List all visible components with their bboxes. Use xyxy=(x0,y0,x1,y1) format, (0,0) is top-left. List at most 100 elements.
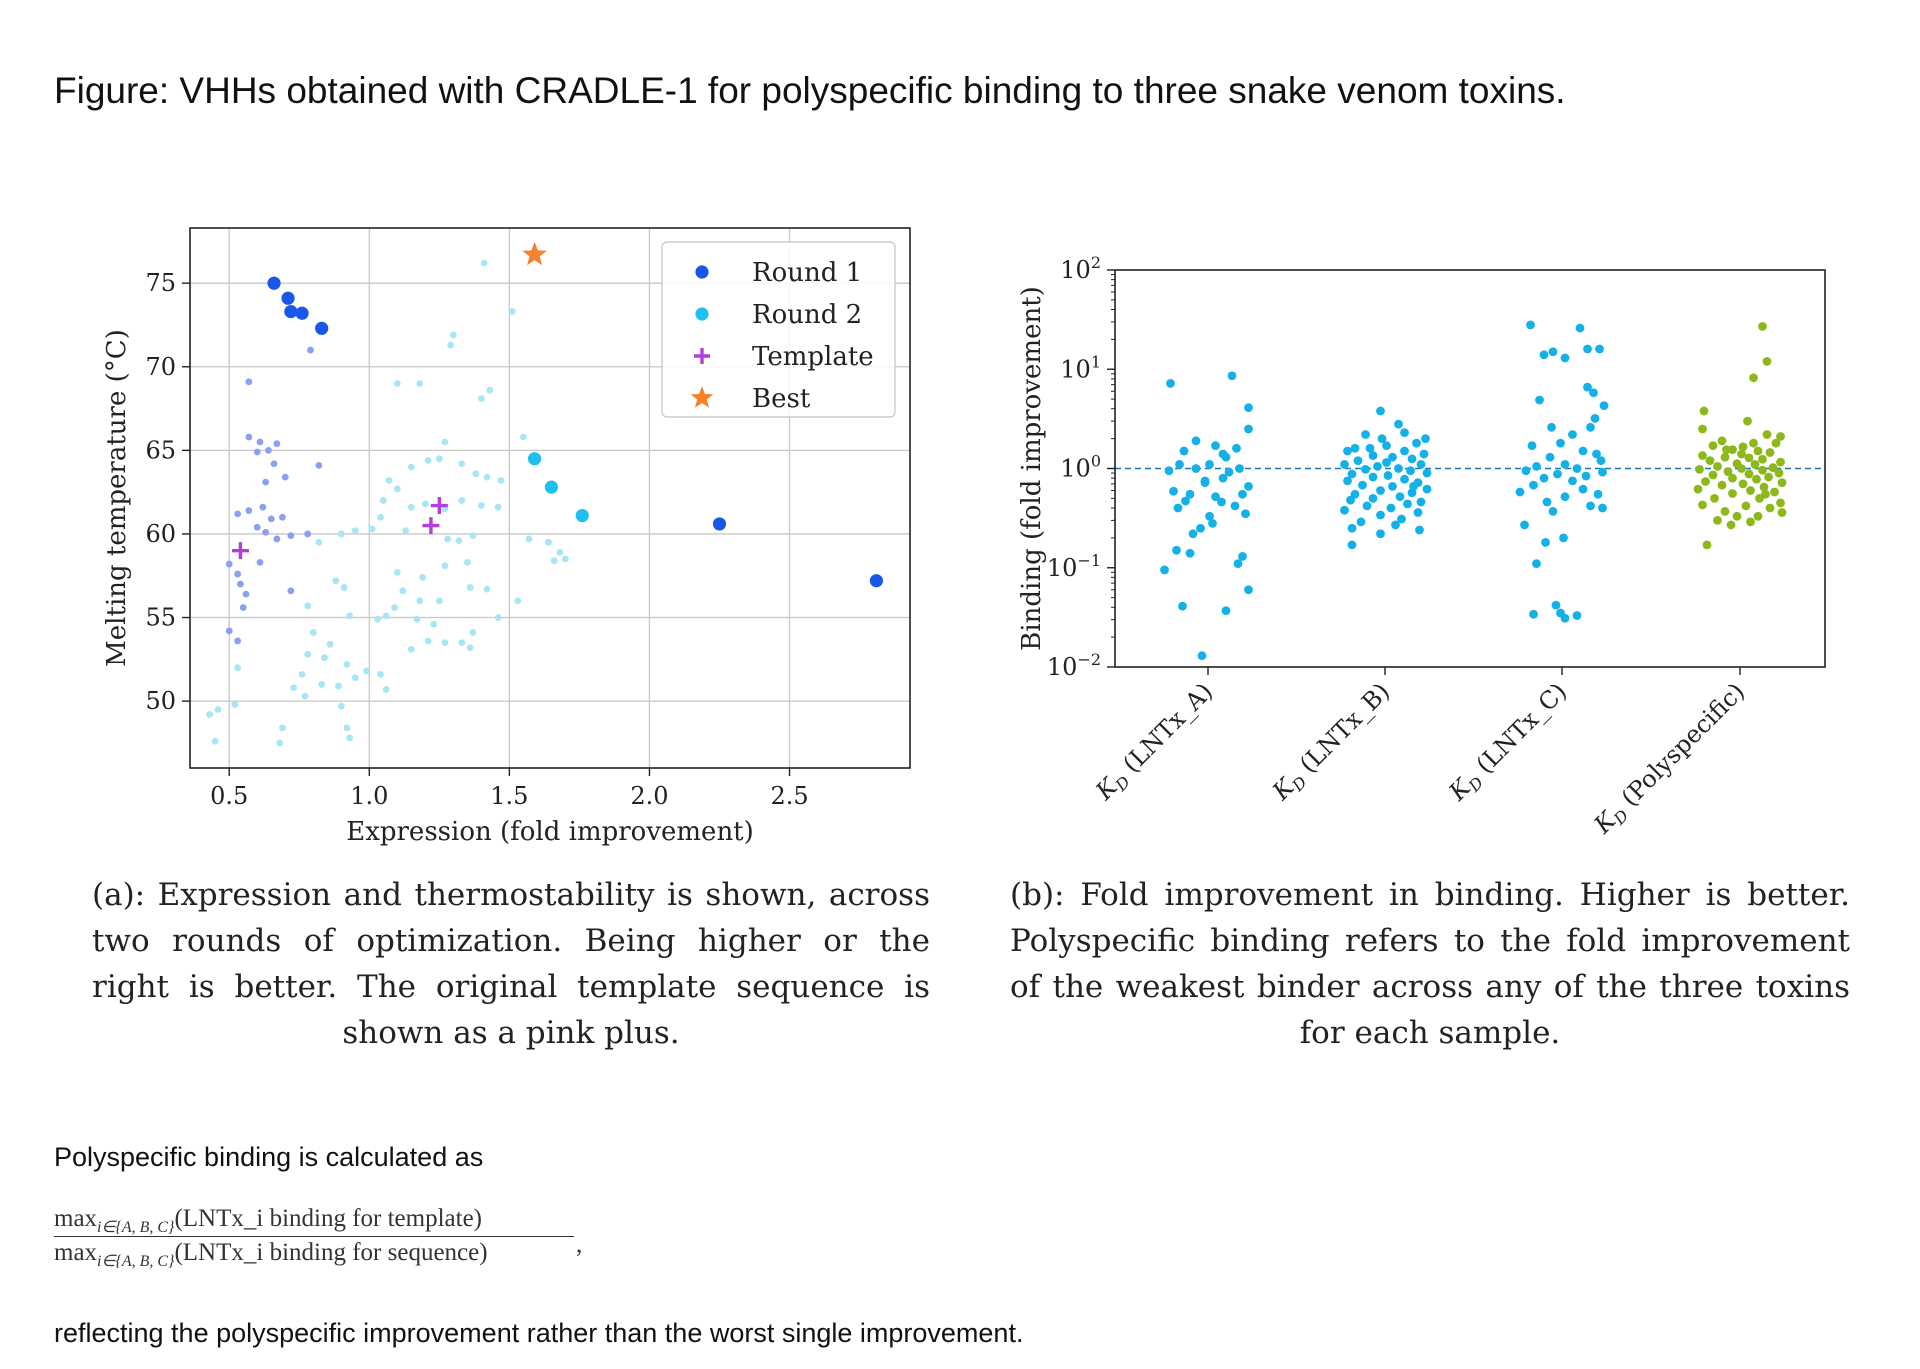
round2-other-point xyxy=(480,259,488,267)
round2-other-point xyxy=(298,670,306,678)
caption-line: two rounds of optimization. Being higher… xyxy=(92,923,930,959)
round2-other-point xyxy=(326,640,334,648)
round2-other-point xyxy=(374,615,382,623)
lntx-point xyxy=(1185,548,1195,558)
lntx-point xyxy=(1244,403,1253,413)
formula-numerator: maxi∈{A, B, C}(LNTx_i binding for templa… xyxy=(54,1205,574,1236)
lntx-point xyxy=(1593,489,1603,499)
round1-other-point xyxy=(234,510,242,518)
lntx-point xyxy=(1400,474,1409,484)
polyspecific-point xyxy=(1776,498,1785,508)
polyspecific-point xyxy=(1737,464,1746,473)
lntx-point xyxy=(1368,472,1378,482)
round2-other-point xyxy=(435,455,443,463)
polyspecific-point xyxy=(1749,373,1758,383)
round1-other-point xyxy=(237,580,244,588)
lntx-point xyxy=(1160,565,1169,575)
lntx-point xyxy=(1400,446,1409,456)
label-rest: (LNTx_C) xyxy=(1465,677,1572,784)
lntx-point xyxy=(1388,482,1397,491)
tick-exponent: 1 xyxy=(1091,352,1101,371)
lntx-point xyxy=(1191,464,1201,473)
lntx-point xyxy=(1340,505,1349,515)
polyspecific-point xyxy=(1738,442,1748,452)
polyspecific-point xyxy=(1726,520,1736,530)
tick-exponent: 0 xyxy=(1091,452,1101,471)
formula-outro: reflecting the polyspecific improvement … xyxy=(54,1318,1024,1348)
lntx-point xyxy=(1382,458,1391,467)
round1-other-point xyxy=(304,530,312,538)
lntx-point xyxy=(1547,422,1556,432)
legend-box xyxy=(661,241,896,418)
y-tick-label: 50 xyxy=(145,687,176,715)
round2-other-point xyxy=(486,386,494,394)
round2-other-point xyxy=(393,485,401,493)
round2-other-point xyxy=(525,535,533,543)
lntx-point xyxy=(1560,459,1570,469)
round1-other-point xyxy=(281,473,289,481)
polyspecific-point xyxy=(1764,472,1773,482)
lntx-point xyxy=(1416,459,1426,469)
round2-other-point xyxy=(556,548,564,556)
caption-a: (a): Expression and thermostability is s… xyxy=(92,872,930,1056)
legend-label: Round 2 xyxy=(752,300,862,330)
lntx-point xyxy=(1185,489,1195,499)
tick-exponent: −1 xyxy=(1077,551,1101,570)
data-points xyxy=(206,241,883,747)
round1-other-point xyxy=(259,503,267,511)
round2-other-point xyxy=(290,684,298,692)
polyspecific-point xyxy=(1746,486,1755,495)
lntx-point xyxy=(1173,503,1183,513)
round1-point xyxy=(315,321,329,335)
round1-point xyxy=(284,304,298,319)
round2-other-point xyxy=(419,574,426,581)
lntx-point xyxy=(1394,419,1403,429)
lntx-point xyxy=(1353,456,1363,466)
polyspecific-point xyxy=(1752,474,1761,484)
x-axis-label: Expression (fold improvement) xyxy=(346,817,754,847)
lntx-point xyxy=(1419,449,1429,459)
lntx-point xyxy=(1407,454,1417,464)
lntx-point xyxy=(1400,428,1409,437)
lntx-point xyxy=(1413,508,1423,517)
lntx-point xyxy=(1224,467,1234,477)
round1-other-point xyxy=(270,460,278,468)
round1-other-point xyxy=(234,637,242,645)
round1-other-point xyxy=(245,507,253,514)
polyspecific-point xyxy=(1738,479,1748,489)
lntx-point xyxy=(1526,320,1535,330)
round2-other-point xyxy=(494,503,502,511)
polyspecific-formula: maxi∈{A, B, C}(LNTx_i binding for templa… xyxy=(54,1205,582,1270)
round2-other-point xyxy=(402,527,410,535)
lntx-point xyxy=(1188,529,1198,539)
round2-other-point xyxy=(416,597,424,605)
round2-other-point xyxy=(545,538,552,546)
caption-line: right is better. The original template s… xyxy=(92,969,930,1005)
round2-other-point xyxy=(424,456,432,464)
lntx-point xyxy=(1343,446,1352,456)
polyspecific-point xyxy=(1758,454,1767,464)
lntx-point xyxy=(1356,517,1366,527)
x-tick-label: 2.0 xyxy=(630,782,668,810)
polyspecific-point xyxy=(1753,446,1763,456)
round2-other-point xyxy=(447,341,454,349)
lntx-point xyxy=(1164,466,1174,476)
round2-other-point xyxy=(393,380,401,387)
axis-ticks: 0.5 1.0 1.5 2.0 2.5 50 55 60 65 70 75 xyxy=(145,269,808,810)
lntx-point xyxy=(1181,496,1190,506)
round2-other-point xyxy=(379,497,387,504)
round1-other-point xyxy=(253,523,261,531)
round2-other-point xyxy=(234,664,242,672)
round2-other-point xyxy=(377,513,384,521)
label-rest: (LNTx_B) xyxy=(1289,677,1395,783)
round2-other-point xyxy=(562,555,569,563)
caption-line: shown as a pink plus. xyxy=(342,1015,680,1051)
round1-other-point xyxy=(287,587,295,595)
template-point xyxy=(231,542,249,560)
legend-label: Template xyxy=(752,342,874,372)
round2-other-point xyxy=(318,681,326,688)
y-tick-label: 75 xyxy=(145,269,176,297)
tick-base: 10 xyxy=(1060,455,1091,483)
round1-other-point xyxy=(279,513,286,521)
